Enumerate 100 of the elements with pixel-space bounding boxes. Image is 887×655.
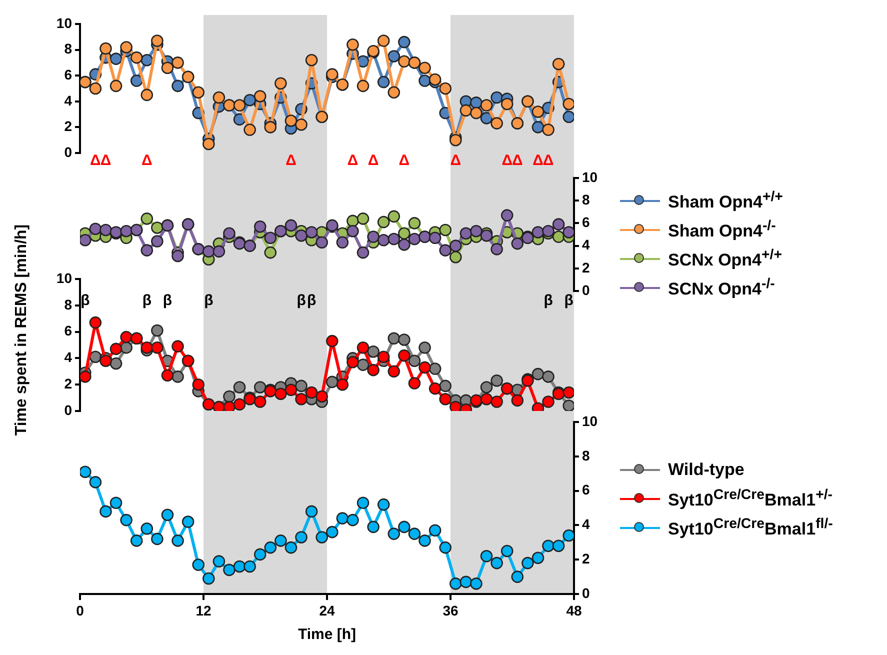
- point: [490, 556, 503, 570]
- point: [100, 224, 112, 236]
- y-tick-label: 8: [582, 447, 590, 464]
- point: [110, 80, 122, 92]
- point: [367, 345, 380, 358]
- point: [254, 90, 266, 102]
- annotation: Δ: [398, 152, 410, 170]
- point: [192, 558, 205, 571]
- point: [552, 58, 565, 70]
- point: [408, 232, 421, 246]
- point: [500, 209, 514, 222]
- y-tick-label: 0: [64, 402, 72, 418]
- point: [418, 361, 431, 374]
- point: [388, 232, 400, 246]
- point: [100, 505, 112, 518]
- point: [532, 552, 544, 564]
- point: [140, 212, 154, 225]
- point: [470, 578, 482, 590]
- annotation: β: [204, 292, 214, 310]
- x-tick-label: 24: [319, 602, 335, 618]
- point: [542, 224, 554, 238]
- point: [223, 400, 236, 411]
- point: [212, 245, 226, 258]
- y-tick-label: 4: [64, 349, 72, 366]
- point: [470, 224, 482, 238]
- point: [542, 370, 554, 383]
- point: [449, 240, 462, 252]
- point: [244, 560, 256, 573]
- point: [130, 51, 143, 64]
- point: [356, 55, 370, 68]
- point: [223, 564, 236, 576]
- point: [233, 99, 246, 112]
- x-tick-label: 12: [196, 602, 212, 618]
- y-tick-label: 10: [582, 412, 598, 429]
- point: [264, 232, 277, 244]
- x-tick-label: 48: [566, 602, 582, 618]
- point: [562, 110, 574, 124]
- point: [120, 41, 132, 54]
- point: [532, 368, 544, 380]
- y-tick-label: 0: [582, 282, 590, 298]
- point: [388, 365, 400, 378]
- point: [80, 234, 92, 246]
- point: [449, 400, 462, 411]
- point: [120, 224, 132, 238]
- point: [428, 362, 442, 375]
- point: [89, 82, 102, 95]
- point: [161, 508, 174, 522]
- point: [398, 520, 410, 534]
- point: [151, 235, 164, 248]
- y-tick-label: 10: [56, 270, 72, 286]
- annotation: Δ: [142, 152, 153, 170]
- point: [254, 220, 266, 233]
- point: [377, 216, 390, 228]
- point: [336, 236, 349, 249]
- point: [110, 342, 122, 356]
- point: [254, 548, 266, 561]
- point: [356, 80, 370, 92]
- point: [316, 531, 328, 544]
- point: [120, 514, 132, 526]
- point: [192, 86, 205, 99]
- point: [398, 55, 410, 68]
- point: [522, 556, 534, 570]
- legend-label: SCNx Opn4$^{+/+}$: [668, 246, 782, 270]
- point: [295, 380, 308, 392]
- legend-label: SCNx Opn4$^{-/-}$: [668, 276, 775, 300]
- y-tick-label: 2: [582, 550, 590, 566]
- y-tick-label: 8: [64, 296, 72, 312]
- x-axis-title: Time [h]: [298, 626, 356, 644]
- point: [490, 117, 503, 130]
- y-tick-label: 2: [582, 259, 590, 276]
- point: [398, 238, 410, 251]
- point: [480, 99, 493, 112]
- point: [274, 77, 287, 90]
- point: [151, 341, 164, 354]
- point: [367, 230, 380, 243]
- point: [233, 381, 246, 394]
- point: [140, 54, 154, 66]
- annotation: Δ: [90, 152, 102, 170]
- point: [449, 578, 462, 590]
- legend-label: Sham Opn4$^{-/-}$: [668, 218, 776, 242]
- point: [377, 234, 390, 246]
- point: [80, 466, 92, 478]
- point: [140, 244, 154, 256]
- point: [460, 227, 472, 240]
- annotation: Δ: [368, 152, 379, 170]
- point: [202, 138, 215, 150]
- point: [470, 106, 482, 120]
- point: [500, 98, 514, 110]
- point: [490, 243, 503, 256]
- legend-label: Syt10$^{Cre/Cre}$Bmal1$^{+/-}$: [668, 486, 832, 510]
- point: [356, 341, 370, 354]
- point: [80, 370, 92, 383]
- point: [326, 376, 338, 388]
- point: [449, 134, 462, 146]
- annotation: Δ: [532, 152, 544, 170]
- point: [552, 230, 565, 243]
- point: [89, 222, 102, 235]
- point: [336, 378, 349, 391]
- point: [284, 384, 298, 396]
- point: [326, 68, 338, 80]
